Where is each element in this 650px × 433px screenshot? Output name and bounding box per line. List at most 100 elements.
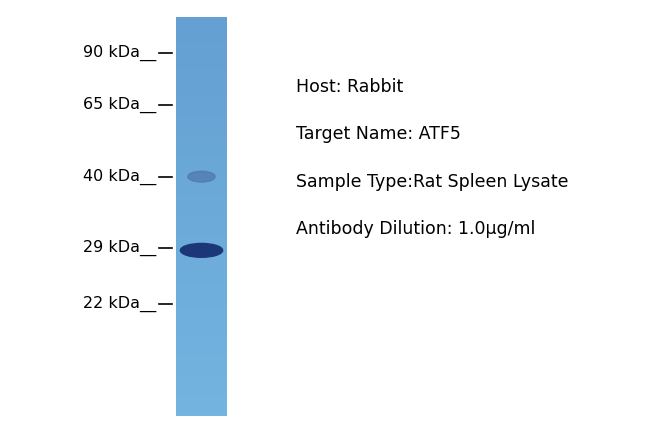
Bar [176,381,227,382]
Bar [176,98,227,100]
Bar [176,33,227,35]
Bar [176,45,227,46]
Bar [176,352,227,353]
Bar [176,284,227,285]
Bar [176,281,227,283]
Bar [176,175,227,177]
Bar [176,394,227,396]
Bar [176,70,227,72]
Bar [176,373,227,375]
Bar [176,255,227,256]
Bar [176,69,227,71]
Bar [176,224,227,226]
Bar [176,233,227,235]
Bar [176,220,227,222]
Bar [176,196,227,198]
Bar [176,333,227,335]
Bar [176,127,227,129]
Bar [176,265,227,267]
Bar [176,36,227,37]
Bar [176,293,227,295]
Bar [176,310,227,312]
Bar [176,391,227,393]
Bar [176,343,227,345]
Bar [176,86,227,88]
Bar [176,29,227,31]
Bar [176,239,227,240]
Bar [176,245,227,247]
Bar [176,314,227,316]
Bar [176,204,227,206]
Bar [176,41,227,42]
Bar [176,93,227,94]
Bar [176,49,227,51]
Bar [176,26,227,28]
Bar [176,154,227,155]
Bar [176,103,227,105]
Bar [176,84,227,86]
Bar [176,251,227,252]
Bar [176,39,227,41]
Bar [176,28,227,29]
Bar [176,143,227,145]
Bar [176,252,227,254]
Bar [176,102,227,103]
Bar [176,114,227,116]
Bar [176,389,227,391]
Bar [176,43,227,45]
Bar [176,407,227,409]
Bar [176,409,227,410]
Bar [176,341,227,343]
Bar [176,144,227,146]
Bar [176,91,227,93]
Bar [176,160,227,162]
Bar [176,139,227,141]
Bar [176,259,227,260]
Bar [176,130,227,132]
Bar [176,285,227,287]
Bar [176,131,227,133]
Bar [176,200,227,202]
Bar [176,168,227,170]
Bar [176,357,227,359]
Bar [176,278,227,280]
Bar [176,167,227,169]
Bar [176,42,227,44]
Bar [176,135,227,137]
Bar [176,402,227,404]
Bar [176,142,227,143]
Bar [176,62,227,64]
Text: Target Name: ATF5: Target Name: ATF5 [296,125,461,143]
Bar [176,321,227,323]
Bar [176,21,227,23]
Bar [176,236,227,238]
Bar [176,170,227,171]
Bar [176,155,227,157]
Bar [176,264,227,265]
Bar [176,151,227,153]
Bar [176,208,227,210]
Bar [176,100,227,102]
Bar [176,199,227,200]
Bar [176,300,227,301]
Bar [176,241,227,243]
Bar [176,316,227,317]
Bar [176,276,227,278]
Bar [176,18,227,20]
Bar [176,34,227,36]
Bar [176,53,227,55]
Bar [176,399,227,401]
Bar [176,395,227,397]
Bar [176,184,227,186]
Bar [176,129,227,130]
Bar [176,231,227,233]
Bar [176,213,227,215]
Bar [176,386,227,388]
Bar [176,77,227,78]
Bar [176,111,227,113]
Bar [176,46,227,48]
Bar [176,61,227,62]
Bar [176,132,227,134]
Bar [176,406,227,408]
Bar [176,359,227,361]
